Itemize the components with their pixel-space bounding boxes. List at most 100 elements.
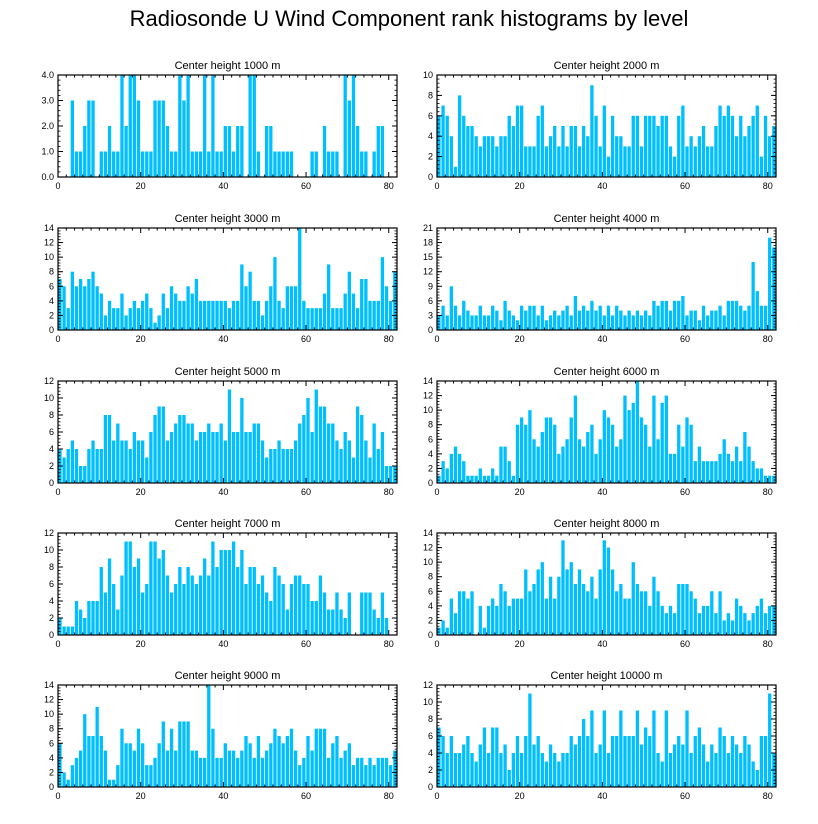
bar (751, 115, 755, 177)
bar (343, 75, 347, 177)
bar (486, 753, 491, 787)
bar (569, 736, 573, 787)
bar (470, 315, 474, 330)
bar (445, 753, 449, 787)
bar (672, 744, 677, 787)
bar (437, 627, 441, 635)
bar (318, 728, 323, 787)
bar (298, 765, 302, 787)
panel-title: Center height 9000 m (175, 670, 281, 682)
bar (590, 300, 594, 330)
bar (120, 75, 124, 177)
bar (652, 576, 656, 635)
bar (706, 761, 710, 787)
panel-title: Center height 7000 m (175, 518, 281, 530)
bar (140, 300, 145, 330)
bar (211, 75, 215, 177)
bar (681, 296, 685, 330)
bar (169, 728, 174, 787)
bar (751, 461, 755, 483)
bar (281, 449, 285, 483)
bar (157, 100, 161, 177)
bar (91, 736, 95, 787)
panel-4: Center height 4000 m 0 20 40 60 80 0 3 6 9 12 15 18 2… (423, 213, 777, 344)
y-tick-label: 2 (49, 461, 54, 471)
bar (112, 308, 116, 330)
bar (561, 753, 565, 787)
bar (739, 461, 743, 483)
bar (198, 432, 203, 483)
bar (470, 475, 474, 483)
bar (277, 151, 281, 177)
bar (256, 151, 261, 177)
bar (519, 105, 524, 177)
y-tick-label: 6 (428, 731, 433, 741)
bar (339, 449, 343, 483)
bar (165, 440, 170, 483)
panel-title: Center height 1000 m (175, 60, 281, 72)
bar (594, 310, 598, 330)
bar (289, 728, 294, 787)
bar (87, 449, 91, 483)
y-tick-label: 6 (428, 434, 433, 444)
bar (244, 432, 248, 483)
bar (116, 765, 120, 787)
bar (482, 475, 487, 483)
bar (161, 406, 165, 483)
bar (449, 453, 454, 483)
bar (277, 736, 281, 787)
bar (453, 446, 458, 483)
bar (244, 584, 248, 635)
y-tick-label: 12 (423, 267, 433, 277)
bar (631, 402, 635, 483)
bar (256, 300, 261, 330)
x-tick-label: 80 (763, 334, 773, 344)
y-tick-label: 10 (423, 70, 433, 80)
bar (491, 136, 495, 177)
bar (252, 423, 256, 483)
x-tick-label: 80 (763, 181, 773, 191)
bar (453, 613, 458, 635)
bar (722, 620, 726, 635)
bar (322, 293, 327, 330)
bar (182, 584, 186, 635)
x-tick-label: 0 (434, 791, 439, 801)
bar (83, 714, 87, 787)
y-tick-label: 12 (44, 695, 54, 705)
bar (615, 305, 619, 330)
bar (751, 613, 755, 635)
bar (364, 440, 368, 483)
bar (627, 146, 631, 177)
bar (380, 126, 385, 177)
bar (219, 151, 223, 177)
bar (586, 736, 590, 787)
y-tick-label: 10 (423, 697, 433, 707)
y-tick-label: 4 (49, 753, 54, 763)
bar (565, 439, 569, 483)
bar (697, 320, 702, 330)
bar (198, 575, 203, 635)
bar (445, 468, 449, 483)
bar (265, 457, 269, 483)
bar (573, 395, 578, 483)
bar (573, 296, 578, 330)
bar (590, 85, 594, 177)
bar (186, 286, 190, 330)
bar (281, 151, 285, 177)
bar (182, 100, 186, 177)
bar (573, 126, 578, 177)
bar (615, 446, 619, 483)
bar (128, 75, 132, 177)
bar (248, 743, 252, 787)
bar (532, 744, 536, 787)
bar (755, 468, 759, 483)
bar (610, 424, 615, 483)
y-tick-label: 0 (428, 478, 433, 488)
bar (519, 305, 524, 330)
bar (343, 293, 347, 330)
bar (759, 736, 764, 787)
bar (310, 601, 314, 635)
bar (132, 432, 137, 483)
bar (153, 322, 157, 330)
x-tick-label: 20 (136, 181, 146, 191)
